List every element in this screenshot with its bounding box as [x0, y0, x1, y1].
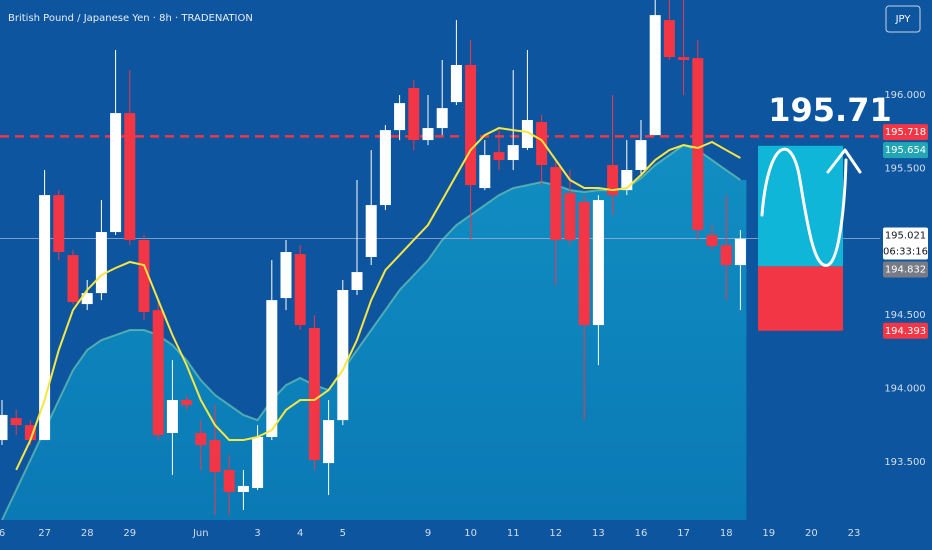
- candle-body: [479, 155, 491, 189]
- candle-body: [607, 165, 619, 196]
- candle-body: [592, 200, 604, 326]
- candle-body: [493, 152, 505, 161]
- price-tag-label: 194.393: [885, 326, 926, 337]
- candle-body: [24, 425, 36, 441]
- price-tag-label: 195.021: [885, 231, 926, 242]
- candle-body: [536, 122, 548, 166]
- y-tick-label: 194.000: [884, 383, 925, 394]
- candle-body: [550, 167, 562, 240]
- candle-body: [422, 128, 434, 141]
- x-tick-label: 19: [762, 528, 775, 539]
- candle-body: [81, 293, 93, 305]
- x-tick-label: 20: [805, 528, 818, 539]
- candle-body: [394, 103, 406, 131]
- annotation: 195.71: [768, 91, 891, 129]
- candle-body: [308, 327, 320, 461]
- candle-body: [734, 238, 746, 266]
- candle-body: [39, 195, 51, 441]
- price-tag: [883, 227, 928, 260]
- y-tick-label: 196.000: [884, 90, 925, 101]
- candle-body: [67, 255, 79, 303]
- candle-body: [450, 64, 462, 103]
- candle-body: [323, 420, 335, 464]
- candle-body: [337, 289, 349, 421]
- x-tick-label: Jun: [192, 528, 209, 539]
- candle-body: [521, 119, 533, 149]
- candle-body: [152, 310, 164, 436]
- candle-body: [465, 64, 477, 186]
- price-tag-label: 194.832: [885, 265, 926, 276]
- candle-body: [138, 239, 150, 312]
- countdown: 06:33:16: [883, 247, 928, 258]
- x-tick-label: 3: [254, 528, 260, 539]
- candle-body: [649, 15, 661, 136]
- candle-body: [266, 300, 278, 437]
- candle-body: [621, 170, 633, 191]
- x-tick-label: 18: [720, 528, 733, 539]
- candle-body: [692, 58, 704, 231]
- chart-title: British Pound / Japanese Yen · 8h · TRAD…: [8, 13, 253, 24]
- candle-body: [678, 57, 690, 60]
- currency-button[interactable]: [885, 5, 921, 33]
- candle-body: [124, 113, 136, 240]
- candle-body: [195, 433, 207, 446]
- y-tick-label: 194.500: [884, 310, 925, 321]
- x-tick-label: 17: [677, 528, 690, 539]
- x-tick-label: 11: [507, 528, 520, 539]
- plot-area: [0, 0, 880, 520]
- x-tick-label: 10: [464, 528, 477, 539]
- candle-body: [181, 400, 193, 405]
- candle-body: [365, 205, 377, 257]
- candle-body: [53, 195, 65, 253]
- x-tick-label: 13: [592, 528, 605, 539]
- candle-body: [351, 272, 363, 290]
- x-tick-label: 16: [635, 528, 648, 539]
- price-tag: [883, 124, 928, 141]
- arrow-drawing: [826, 148, 862, 174]
- x-tick-label: 9: [425, 528, 431, 539]
- wave-drawing: [760, 147, 848, 267]
- x-tick-label: 6: [0, 528, 5, 539]
- price-tag: [883, 322, 928, 339]
- candle-body: [379, 130, 391, 206]
- x-tick-label: 27: [38, 528, 51, 539]
- candle-body: [209, 440, 221, 473]
- x-tick-label: 28: [81, 528, 94, 539]
- moving-average: [15, 127, 741, 471]
- candle-body: [0, 414, 8, 441]
- candle-body: [663, 20, 675, 58]
- price-tag-label: 195.654: [885, 145, 926, 156]
- candle-body: [223, 469, 235, 492]
- candle-body: [507, 145, 519, 161]
- y-tick-label: 195.500: [884, 163, 925, 174]
- candle-body: [408, 88, 420, 141]
- candle-body: [280, 252, 292, 299]
- price-tag: [883, 142, 928, 159]
- candle-body: [237, 485, 249, 492]
- candle-body: [720, 245, 732, 266]
- loss-zone: [758, 266, 843, 331]
- price-tag-label: 195.718: [885, 127, 926, 138]
- x-tick-label: 12: [549, 528, 562, 539]
- y-tick-label: 193.500: [884, 457, 925, 468]
- x-tick-label: 23: [848, 528, 861, 539]
- candle-body: [252, 436, 264, 489]
- candle-body: [706, 234, 718, 246]
- candle-body: [436, 108, 448, 129]
- currency-label[interactable]: JPY: [895, 14, 912, 25]
- x-tick-label: 4: [297, 528, 303, 539]
- candle-body: [110, 113, 122, 233]
- candle-body: [10, 418, 22, 426]
- candle-body: [635, 140, 647, 171]
- x-tick-label: 5: [340, 528, 346, 539]
- price-tag: [883, 261, 928, 278]
- candle-body: [294, 254, 306, 326]
- candle-body: [564, 193, 576, 240]
- candle-body: [578, 201, 590, 326]
- candle-body: [166, 400, 178, 434]
- x-tick-label: 29: [123, 528, 136, 539]
- candle-body: [95, 232, 107, 294]
